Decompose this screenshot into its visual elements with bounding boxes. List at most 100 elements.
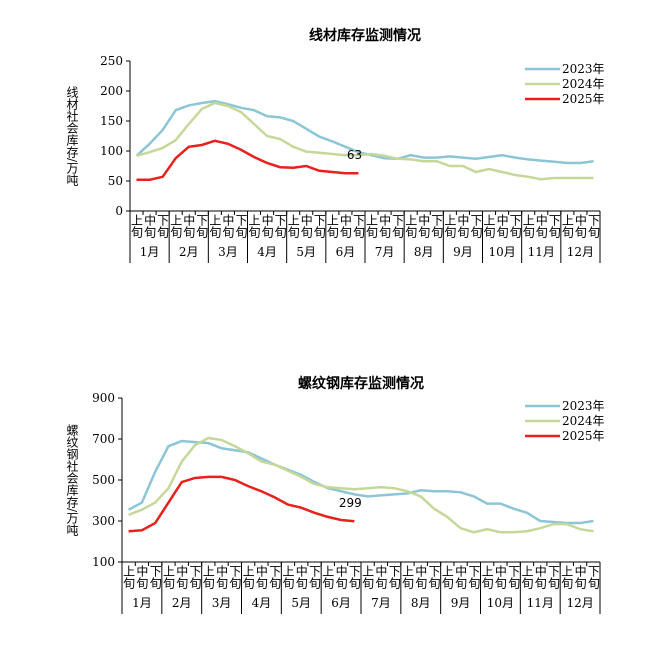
x-tick-label: 上旬 xyxy=(480,565,494,589)
x-tick-label: 上旬 xyxy=(169,214,183,238)
group-label: 1月 xyxy=(132,596,152,610)
group-label: 11月 xyxy=(527,596,554,610)
group-label: 9月 xyxy=(453,245,473,259)
x-tick-label: 中旬 xyxy=(573,213,587,238)
x-tick-label: 中旬 xyxy=(254,564,268,589)
x-tick-label: 下旬 xyxy=(387,565,401,589)
x-tick-label: 中旬 xyxy=(338,213,352,238)
x-tick-label: 下旬 xyxy=(347,565,361,589)
legend-label: 2024年 xyxy=(562,77,605,91)
x-tick-label: 上旬 xyxy=(482,214,496,238)
x-tick-label: 上旬 xyxy=(286,214,300,238)
x-tick-label: 下旬 xyxy=(391,214,405,238)
x-tick-label: 上旬 xyxy=(130,214,144,238)
x-tick-label: 中旬 xyxy=(299,213,313,238)
y-tick-label: 0 xyxy=(115,204,123,218)
x-tick-label: 中旬 xyxy=(215,564,229,589)
x-tick-label: 下旬 xyxy=(430,214,444,238)
x-tick-label: 下旬 xyxy=(228,565,242,589)
x-tick-label: 下旬 xyxy=(188,565,202,589)
x-tick-label: 中旬 xyxy=(135,564,149,589)
data-label: 63 xyxy=(347,148,362,162)
group-label: 7月 xyxy=(371,596,391,610)
x-tick-label: 上旬 xyxy=(521,214,535,238)
y-tick-label: 900 xyxy=(92,391,115,405)
y-axis-label: 线材社会库存/万吨 xyxy=(65,86,79,186)
x-tick-label: 上旬 xyxy=(400,565,414,589)
group-label: 8月 xyxy=(414,245,434,259)
x-tick-label: 下旬 xyxy=(195,214,209,238)
legend-label: 2025年 xyxy=(562,429,605,443)
x-tick-label: 上旬 xyxy=(281,565,295,589)
legend-label: 2023年 xyxy=(562,399,605,413)
x-tick-label: 下旬 xyxy=(547,565,561,589)
x-tick-label: 下旬 xyxy=(547,214,561,238)
x-tick-label: 中旬 xyxy=(221,213,235,238)
x-tick-label: 中旬 xyxy=(378,213,392,238)
x-tick-label: 上旬 xyxy=(241,565,255,589)
x-tick-label: 中旬 xyxy=(454,564,468,589)
x-tick-label: 下旬 xyxy=(312,214,326,238)
legend-label: 2025年 xyxy=(562,92,605,106)
x-tick-label: 下旬 xyxy=(467,565,481,589)
x-tick-label: 上旬 xyxy=(440,565,454,589)
y-tick-label: 500 xyxy=(92,473,115,487)
group-label: 8月 xyxy=(411,596,431,610)
x-tick-label: 下旬 xyxy=(273,214,287,238)
group-label: 3月 xyxy=(212,596,232,610)
group-label: 12月 xyxy=(566,596,593,610)
x-tick-label: 上旬 xyxy=(201,565,215,589)
x-tick-label: 中旬 xyxy=(573,564,587,589)
series-line xyxy=(128,436,594,534)
group-label: 9月 xyxy=(451,596,471,610)
x-tick-label: 上旬 xyxy=(443,214,457,238)
x-tick-label: 上旬 xyxy=(361,565,375,589)
x-tick-label: 下旬 xyxy=(234,214,248,238)
x-tick-label: 下旬 xyxy=(469,214,483,238)
x-tick-label: 上旬 xyxy=(520,565,534,589)
x-tick-label: 中旬 xyxy=(533,564,547,589)
x-tick-label: 上旬 xyxy=(560,214,574,238)
group-label: 10月 xyxy=(488,245,515,259)
y-tick-label: 150 xyxy=(100,114,123,128)
x-tick-label: 中旬 xyxy=(143,213,157,238)
group-label: 1月 xyxy=(140,245,160,259)
group-label: 2月 xyxy=(179,245,199,259)
x-tick-label: 上旬 xyxy=(161,565,175,589)
x-tick-label: 中旬 xyxy=(493,564,507,589)
x-tick-label: 中旬 xyxy=(175,564,189,589)
x-tick-label: 上旬 xyxy=(122,565,136,589)
group-label: 3月 xyxy=(218,245,238,259)
y-tick-label: 50 xyxy=(108,174,123,188)
x-tick-label: 中旬 xyxy=(495,213,509,238)
chart-title: 线材库存监测情况 xyxy=(309,27,421,44)
x-tick-label: 中旬 xyxy=(417,213,431,238)
x-tick-label: 下旬 xyxy=(586,214,600,238)
y-tick-label: 100 xyxy=(100,144,123,158)
y-tick-label: 250 xyxy=(100,54,123,68)
legend-label: 2023年 xyxy=(562,62,605,76)
group-label: 4月 xyxy=(257,245,277,259)
x-tick-label: 中旬 xyxy=(182,213,196,238)
x-tick-label: 上旬 xyxy=(365,214,379,238)
y-tick-label: 100 xyxy=(92,555,115,569)
x-tick-label: 中旬 xyxy=(414,564,428,589)
x-tick-label: 中旬 xyxy=(456,213,470,238)
x-tick-label: 下旬 xyxy=(508,214,522,238)
x-tick-label: 上旬 xyxy=(208,214,222,238)
group-label: 11月 xyxy=(528,245,555,259)
group-label: 10月 xyxy=(487,596,514,610)
x-tick-label: 中旬 xyxy=(534,213,548,238)
legend-label: 2024年 xyxy=(562,414,605,428)
x-tick-label: 上旬 xyxy=(560,565,574,589)
x-tick-label: 下旬 xyxy=(586,565,600,589)
group-label: 12月 xyxy=(567,245,594,259)
y-tick-label: 200 xyxy=(100,84,123,98)
x-tick-label: 下旬 xyxy=(507,565,521,589)
group-label: 5月 xyxy=(291,596,311,610)
y-tick-label: 300 xyxy=(92,514,115,528)
y-axis-label: 螺纹钢社会库存/万吨 xyxy=(65,424,79,536)
x-tick-label: 上旬 xyxy=(325,214,339,238)
